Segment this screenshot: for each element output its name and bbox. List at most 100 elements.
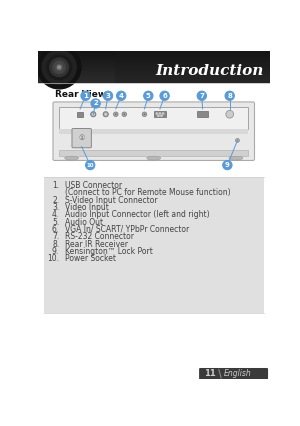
Text: 5.: 5. <box>52 218 59 227</box>
Bar <box>38 72 270 73</box>
Circle shape <box>144 91 153 101</box>
Bar <box>38 58 270 59</box>
Bar <box>38 65 270 66</box>
Circle shape <box>115 113 117 115</box>
Text: 9.: 9. <box>52 247 59 256</box>
Bar <box>59 107 248 129</box>
Circle shape <box>161 115 162 116</box>
Circle shape <box>42 50 76 84</box>
Bar <box>38 69 270 70</box>
Bar <box>38 71 270 72</box>
Circle shape <box>104 113 107 116</box>
Text: 11: 11 <box>205 369 216 378</box>
Text: VGA In/ SCART/ YPbPr Connector: VGA In/ SCART/ YPbPr Connector <box>65 225 190 234</box>
Bar <box>38 66 270 67</box>
Text: Video Input: Video Input <box>65 203 109 212</box>
Text: ①: ① <box>79 135 85 141</box>
Text: RS-232 Connector: RS-232 Connector <box>65 232 134 241</box>
Circle shape <box>156 113 158 114</box>
Bar <box>38 80 270 81</box>
Text: 1.: 1. <box>52 181 59 190</box>
Bar <box>38 55 270 56</box>
Circle shape <box>113 112 118 117</box>
Circle shape <box>58 66 61 69</box>
Circle shape <box>103 91 113 101</box>
Bar <box>38 61 270 62</box>
Text: Introduction: Introduction <box>155 64 264 78</box>
Text: Power Socket: Power Socket <box>65 254 116 263</box>
Circle shape <box>122 112 127 117</box>
Bar <box>38 82 270 83</box>
Text: S-Video Input Connector: S-Video Input Connector <box>65 196 158 205</box>
Circle shape <box>116 91 126 101</box>
Text: 4: 4 <box>119 93 124 99</box>
Text: English: English <box>224 369 251 378</box>
Circle shape <box>142 112 147 117</box>
Circle shape <box>226 110 234 118</box>
Circle shape <box>160 91 169 101</box>
Bar <box>38 53 270 54</box>
Circle shape <box>91 112 96 117</box>
Circle shape <box>223 161 232 170</box>
Bar <box>115 51 270 83</box>
Bar <box>38 68 270 69</box>
Bar <box>77 112 83 117</box>
FancyBboxPatch shape <box>53 102 254 161</box>
Bar <box>38 62 270 63</box>
Text: (Connect to PC for Remote Mouse function): (Connect to PC for Remote Mouse function… <box>65 188 231 197</box>
Bar <box>38 70 270 71</box>
Bar <box>38 51 270 52</box>
Bar <box>38 59 270 60</box>
Bar <box>38 76 270 77</box>
Circle shape <box>91 99 100 108</box>
Circle shape <box>53 61 65 73</box>
Text: 10.: 10. <box>47 254 59 263</box>
Bar <box>38 57 270 58</box>
Text: Kensington™ Lock Port: Kensington™ Lock Port <box>65 247 153 256</box>
Bar <box>38 73 270 74</box>
Text: 8.: 8. <box>52 239 59 249</box>
Circle shape <box>159 113 160 114</box>
Ellipse shape <box>64 156 79 160</box>
Ellipse shape <box>147 156 161 160</box>
Bar <box>38 67 270 68</box>
Bar <box>44 177 264 313</box>
Text: Rear IR Receiver: Rear IR Receiver <box>65 239 128 249</box>
Circle shape <box>197 91 206 101</box>
Bar <box>38 54 270 55</box>
Text: 2: 2 <box>93 101 98 106</box>
Bar <box>38 75 270 76</box>
Bar <box>197 111 208 117</box>
Bar <box>59 129 248 133</box>
Circle shape <box>56 64 62 70</box>
Circle shape <box>158 115 159 116</box>
Circle shape <box>236 138 239 142</box>
Circle shape <box>92 113 95 116</box>
Text: Rear View: Rear View <box>55 89 106 99</box>
Text: Audio Out: Audio Out <box>65 218 104 227</box>
Bar <box>38 81 270 82</box>
Text: Audio Input Connector (left and right): Audio Input Connector (left and right) <box>65 210 210 219</box>
Bar <box>38 78 270 79</box>
Bar <box>38 56 270 57</box>
Circle shape <box>225 91 234 101</box>
Circle shape <box>50 58 68 77</box>
Text: 3.: 3. <box>52 203 59 212</box>
Bar <box>38 74 270 75</box>
Bar <box>38 63 270 64</box>
Circle shape <box>103 112 108 117</box>
FancyBboxPatch shape <box>199 368 268 380</box>
Bar <box>59 150 248 156</box>
FancyBboxPatch shape <box>72 129 92 148</box>
Bar <box>38 64 270 65</box>
Text: 4.: 4. <box>52 210 59 219</box>
Text: 1: 1 <box>83 93 88 99</box>
Bar <box>38 79 270 80</box>
Bar <box>38 52 270 53</box>
Circle shape <box>47 55 72 80</box>
Text: 6: 6 <box>162 93 167 99</box>
Circle shape <box>81 91 90 101</box>
Text: 5: 5 <box>146 93 151 99</box>
Bar <box>38 77 270 78</box>
Text: 9: 9 <box>225 162 230 168</box>
